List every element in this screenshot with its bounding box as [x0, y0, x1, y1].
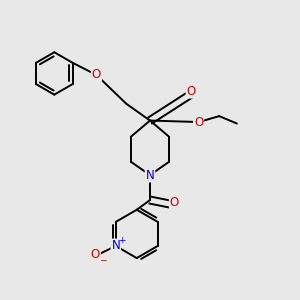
- Text: O: O: [170, 196, 179, 209]
- Text: O: O: [194, 116, 203, 128]
- Text: O: O: [187, 85, 196, 98]
- Text: O: O: [92, 68, 101, 81]
- Text: N: N: [112, 239, 120, 253]
- Text: N: N: [146, 169, 154, 182]
- Text: −: −: [98, 256, 106, 265]
- Text: O: O: [91, 248, 100, 261]
- Text: +: +: [118, 236, 125, 245]
